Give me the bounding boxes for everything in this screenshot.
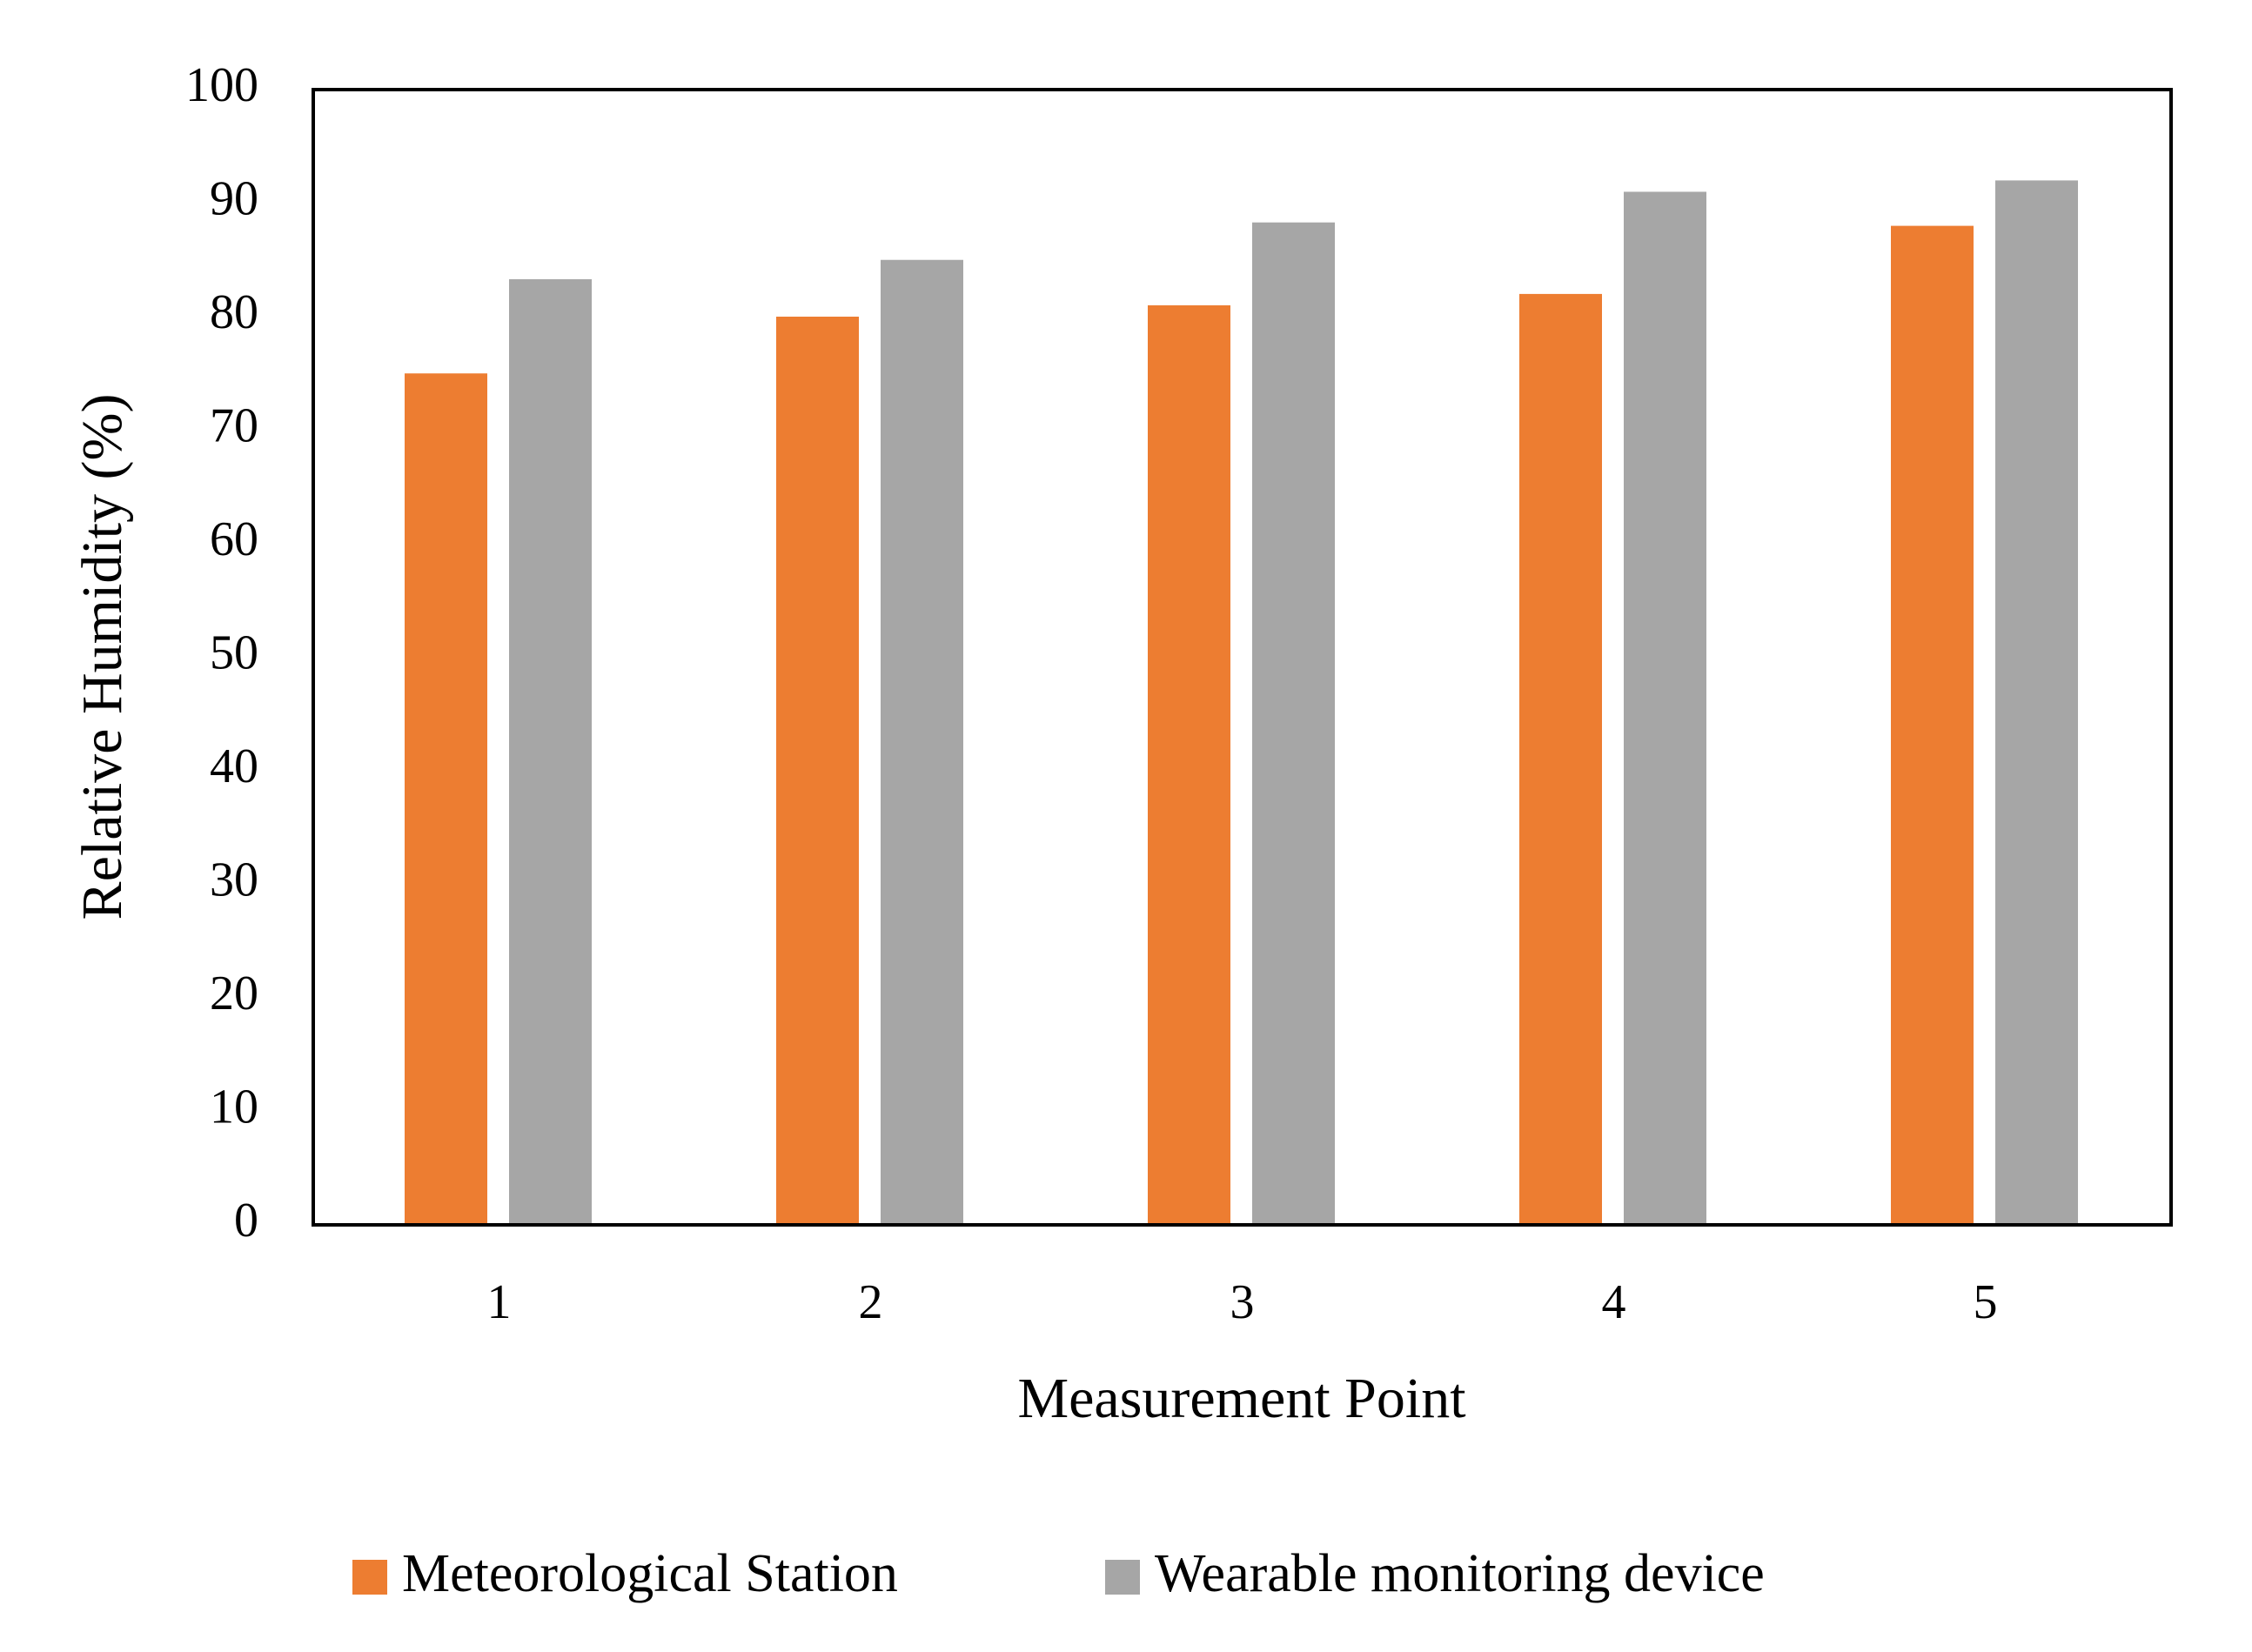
legend-swatch bbox=[1105, 1560, 1140, 1595]
bar bbox=[405, 373, 487, 1225]
legend-swatch bbox=[352, 1560, 387, 1595]
y-tick-label: 70 bbox=[210, 398, 258, 452]
plot-frame bbox=[312, 88, 2173, 1227]
x-tick-label: 1 bbox=[487, 1275, 512, 1329]
bar bbox=[1891, 225, 1974, 1226]
legend-label: Meteorological Station bbox=[402, 1544, 898, 1603]
y-tick-label: 80 bbox=[210, 285, 258, 339]
x-tick-label: 2 bbox=[859, 1275, 883, 1329]
bar bbox=[881, 259, 963, 1225]
y-tick-label: 50 bbox=[210, 625, 258, 679]
legend-label: Wearable monitoring device bbox=[1155, 1544, 1765, 1603]
x-tick-label: 4 bbox=[1602, 1275, 1626, 1329]
y-tick-label: 10 bbox=[210, 1080, 258, 1134]
y-tick-label: 100 bbox=[185, 58, 258, 112]
y-tick-label: 60 bbox=[210, 512, 258, 566]
bar bbox=[1624, 191, 1706, 1226]
bar bbox=[776, 317, 859, 1225]
x-tick-label: 5 bbox=[1974, 1275, 1998, 1329]
y-tick-label: 90 bbox=[210, 171, 258, 225]
x-tick-label: 3 bbox=[1230, 1275, 1255, 1329]
bar bbox=[1995, 180, 2078, 1225]
bar bbox=[509, 278, 592, 1225]
y-tick-label: 40 bbox=[210, 739, 258, 793]
bar bbox=[1252, 222, 1335, 1225]
bar bbox=[1148, 304, 1230, 1226]
y-tick-label: 0 bbox=[234, 1194, 258, 1247]
y-tick-label: 30 bbox=[210, 853, 258, 906]
y-axis-title: Relative Humidity (%) bbox=[70, 394, 134, 920]
bar bbox=[1519, 293, 1602, 1225]
y-tick-label: 20 bbox=[210, 966, 258, 1020]
x-axis-title: Measurement Point bbox=[1017, 1367, 1465, 1430]
